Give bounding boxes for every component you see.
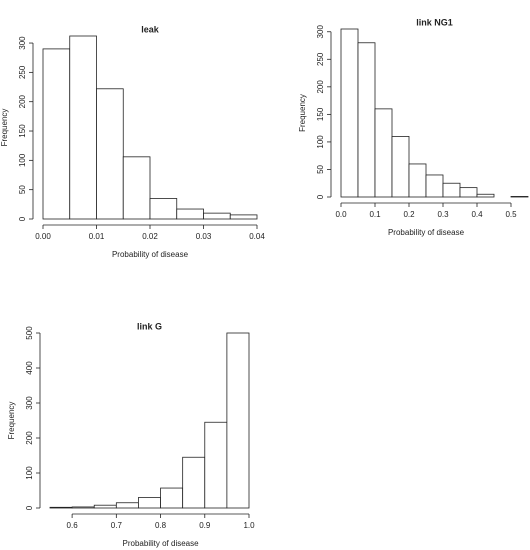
chart-title: leak	[141, 24, 160, 34]
y-tick-label: 300	[25, 396, 34, 410]
x-tick-label: 0.03	[196, 232, 212, 241]
y-tick-label: 400	[25, 361, 34, 375]
bar	[408, 163, 427, 198]
y-tick-label: 200	[316, 80, 325, 94]
x-tick-label: 0.01	[89, 232, 105, 241]
y-axis-label: Frequency	[0, 109, 9, 147]
y-tick-label: 300	[18, 36, 27, 50]
bar	[340, 28, 359, 198]
y-tick-label: 150	[18, 124, 27, 138]
bar	[149, 198, 178, 220]
x-tick-label: 0.1	[369, 210, 381, 219]
bar	[226, 332, 250, 509]
bar	[42, 48, 71, 220]
x-tick-label: 0.3	[437, 210, 449, 219]
bar	[160, 487, 184, 509]
bar	[176, 208, 204, 220]
x-tick-label: 0.0	[335, 210, 347, 219]
x-tick-label: 0.04	[249, 232, 265, 241]
x-tick-label: 0.6	[67, 521, 79, 530]
bar	[93, 504, 117, 509]
bar	[69, 35, 97, 220]
x-tick-label: 0.4	[471, 210, 483, 219]
bar	[115, 502, 139, 509]
x-tick-label: 0.02	[142, 232, 158, 241]
y-tick-label: 100	[25, 466, 34, 480]
bar	[425, 174, 444, 198]
y-tick-label: 300	[316, 25, 325, 39]
y-tick-label: 0	[18, 216, 27, 221]
y-tick-label: 0	[316, 194, 325, 199]
bar	[49, 506, 73, 509]
bar	[459, 187, 478, 198]
bar	[182, 456, 206, 509]
x-tick-label: 0.9	[199, 521, 211, 530]
bar	[138, 497, 161, 509]
y-tick-label: 200	[18, 94, 27, 108]
y-tick-label: 250	[18, 65, 27, 79]
y-tick-label: 150	[316, 107, 325, 121]
bar	[374, 108, 393, 198]
x-axis-label: Probability of disease	[123, 539, 200, 548]
bar	[229, 214, 258, 220]
chart-title: link NG1	[416, 17, 453, 27]
y-axis-label: Frequency	[7, 402, 16, 440]
x-tick-label: 1.0	[243, 521, 255, 530]
bar	[476, 193, 495, 198]
y-tick-label: 250	[316, 52, 325, 66]
chart-title: link G	[137, 321, 162, 331]
y-tick-label: 0	[25, 505, 34, 510]
bar	[204, 421, 228, 509]
x-tick-label: 0.5	[505, 210, 517, 219]
y-tick-label: 50	[316, 164, 325, 173]
x-tick-label: 0.2	[403, 210, 415, 219]
bar	[71, 506, 95, 509]
bar	[122, 156, 151, 220]
y-axis-label: Frequency	[298, 94, 307, 132]
x-tick-label: 0.00	[35, 232, 51, 241]
bar	[357, 42, 376, 198]
y-tick-label: 100	[316, 135, 325, 149]
y-tick-label: 100	[18, 153, 27, 167]
bar	[442, 182, 461, 198]
x-axis-label: Probability of disease	[388, 228, 465, 237]
bar	[203, 212, 231, 220]
y-tick-label: 200	[25, 431, 34, 445]
y-tick-label: 500	[25, 326, 34, 340]
y-tick-label: 50	[18, 185, 27, 194]
bar	[391, 136, 410, 198]
x-axis-label: Probability of disease	[112, 250, 189, 259]
x-tick-label: 0.8	[155, 521, 167, 530]
bar	[96, 88, 124, 220]
bar	[510, 196, 529, 198]
x-tick-label: 0.7	[111, 521, 123, 530]
